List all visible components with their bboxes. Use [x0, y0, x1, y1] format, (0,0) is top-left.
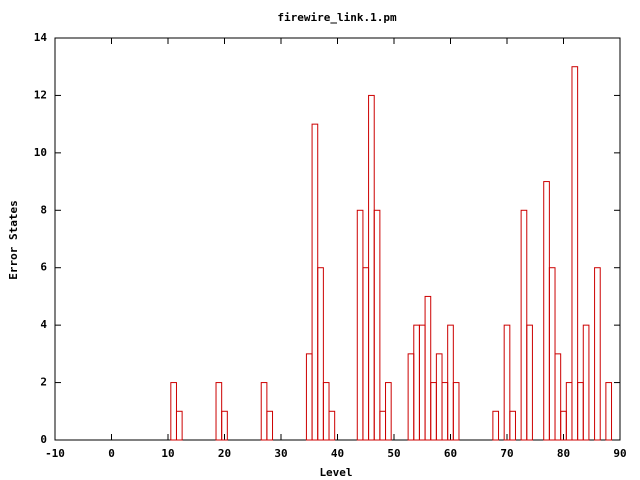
bar [554, 353, 562, 441]
x-tick-label: 90 [613, 447, 626, 460]
x-tick-label: 30 [274, 447, 287, 460]
bar [492, 410, 500, 441]
y-tick-label: 14 [34, 31, 48, 44]
bar [571, 66, 579, 441]
x-tick-label: 40 [331, 447, 344, 460]
bar [266, 410, 274, 441]
x-tick-label: 10 [161, 447, 174, 460]
y-tick-label: 8 [40, 203, 47, 216]
bar [503, 324, 511, 441]
x-tick-label: -10 [45, 447, 65, 460]
bar [221, 410, 228, 441]
bar [605, 382, 613, 441]
x-axis-label: Level [319, 466, 352, 479]
bar [328, 410, 336, 441]
x-tick-label: 20 [218, 447, 231, 460]
y-tick-label: 10 [34, 146, 47, 159]
bar [526, 324, 533, 441]
x-tick-label: 50 [387, 447, 400, 460]
bar [373, 209, 381, 441]
bar [175, 410, 183, 441]
bar [424, 295, 432, 441]
bar [582, 324, 590, 441]
x-tick-label: 60 [444, 447, 457, 460]
y-axis-label: Error States [7, 200, 20, 279]
bar [385, 382, 392, 441]
y-tick-label: 4 [40, 318, 47, 331]
y-tick-label: 2 [40, 376, 47, 389]
bar [594, 267, 601, 441]
chart-title: firewire_link.1.pm [277, 11, 397, 24]
bar [509, 410, 516, 441]
x-tick-label: 70 [500, 447, 513, 460]
y-tick-label: 0 [40, 433, 47, 446]
y-tick-label: 6 [40, 261, 47, 274]
bar [452, 382, 460, 441]
bar [317, 267, 324, 441]
y-tick-label: 12 [34, 88, 47, 101]
x-tick-label: 0 [108, 447, 115, 460]
x-tick-label: 80 [557, 447, 570, 460]
